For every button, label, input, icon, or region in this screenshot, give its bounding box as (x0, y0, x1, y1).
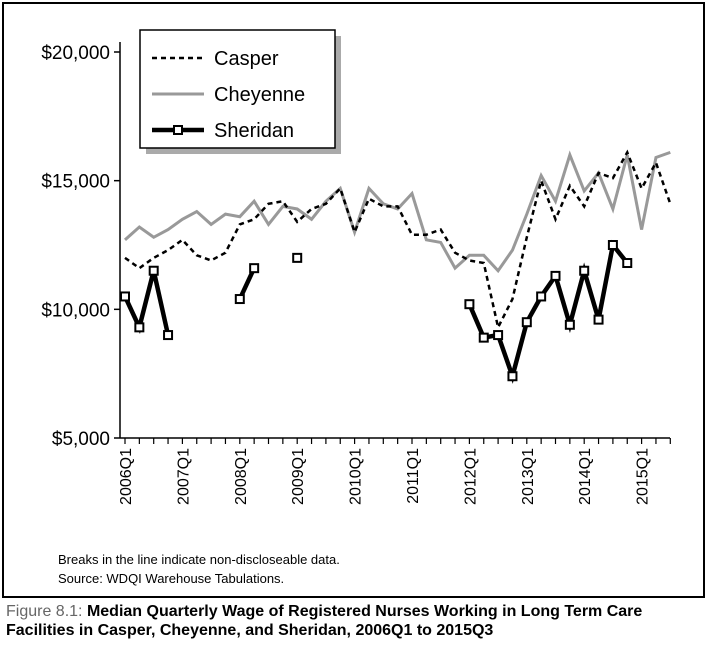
legend-marker-sheridan (173, 125, 183, 135)
line-chart: $5,000 $10,000 $15,000 $20,000 2006Q1 2007Q1 2… (41, 29, 672, 505)
data-point-sheridan (493, 330, 504, 341)
y-tick-label: $10,000 (41, 300, 110, 321)
data-point-sheridan (593, 314, 604, 325)
data-point-sheridan (521, 317, 532, 328)
series-line-sheridan (237, 267, 257, 300)
data-point-sheridan (564, 319, 575, 330)
legend-label-casper: Casper (214, 48, 279, 70)
data-point-sheridan (134, 322, 145, 333)
caption-label: Figure 8.1: (6, 603, 83, 620)
series-line-cheyenne (123, 150, 671, 274)
series-line-casper (124, 149, 672, 332)
caption-text: Median Quarterly Wage of Registered Nurs… (6, 603, 643, 639)
data-point-sheridan (292, 252, 303, 263)
data-point-sheridan (464, 299, 475, 310)
y-tick-label: $15,000 (41, 172, 110, 193)
x-tick-label: 2006Q1 (118, 448, 135, 505)
data-point-sheridan (249, 263, 260, 274)
x-tick-label: 2010Q1 (348, 448, 365, 505)
data-point-sheridan (550, 270, 561, 281)
data-point-sheridan (120, 291, 130, 302)
x-tick-label: 2008Q1 (233, 448, 250, 505)
data-point-sheridan (478, 332, 489, 343)
data-point-sheridan (148, 265, 159, 276)
x-tick-label: 2012Q1 (462, 448, 479, 505)
data-point-sheridan (234, 294, 245, 305)
data-point-sheridan (163, 330, 174, 341)
x-tick-label: 2013Q1 (520, 448, 537, 505)
data-point-sheridan (622, 258, 633, 269)
x-tick-label: 2011Q1 (405, 448, 422, 504)
data-point-sheridan (579, 265, 590, 276)
figure-caption: Figure 8.1: Median Quarterly Wage of Reg… (6, 602, 706, 640)
y-tick-label: $20,000 (41, 43, 110, 64)
x-tick-label: 2009Q1 (290, 448, 307, 505)
y-tick-label: $5,000 (52, 429, 110, 450)
note-source: Source: WDQI Warehouse Tabulations. (58, 571, 285, 586)
data-point-sheridan (536, 291, 547, 302)
x-tick-label: 2007Q1 (175, 448, 192, 505)
legend-label-sheridan: Sheridan (214, 120, 294, 142)
data-point-sheridan (607, 240, 618, 250)
note-breaks: Breaks in the line indicate non-disclose… (58, 552, 340, 567)
x-tick-label: 2014Q1 (577, 448, 594, 505)
figure-frame (2, 2, 705, 598)
x-tick-label: 2015Q1 (635, 448, 652, 505)
series-line-sheridan (122, 270, 171, 336)
legend-label-cheyenne: Cheyenne (214, 84, 305, 106)
data-point-sheridan (507, 371, 518, 382)
